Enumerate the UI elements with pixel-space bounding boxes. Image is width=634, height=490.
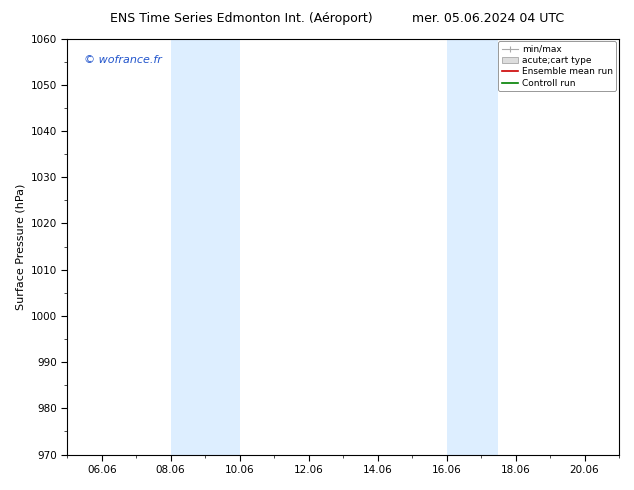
Bar [171,39,240,455]
Legend: min/max, acute;cart type, Ensemble mean run, Controll run: min/max, acute;cart type, Ensemble mean … [498,41,616,91]
Text: © wofrance.fr: © wofrance.fr [84,55,162,65]
Y-axis label: Surface Pressure (hPa): Surface Pressure (hPa) [15,183,25,310]
Bar [446,39,498,455]
Text: mer. 05.06.2024 04 UTC: mer. 05.06.2024 04 UTC [412,12,564,25]
Text: ENS Time Series Edmonton Int. (Aéroport): ENS Time Series Edmonton Int. (Aéroport) [110,12,372,25]
